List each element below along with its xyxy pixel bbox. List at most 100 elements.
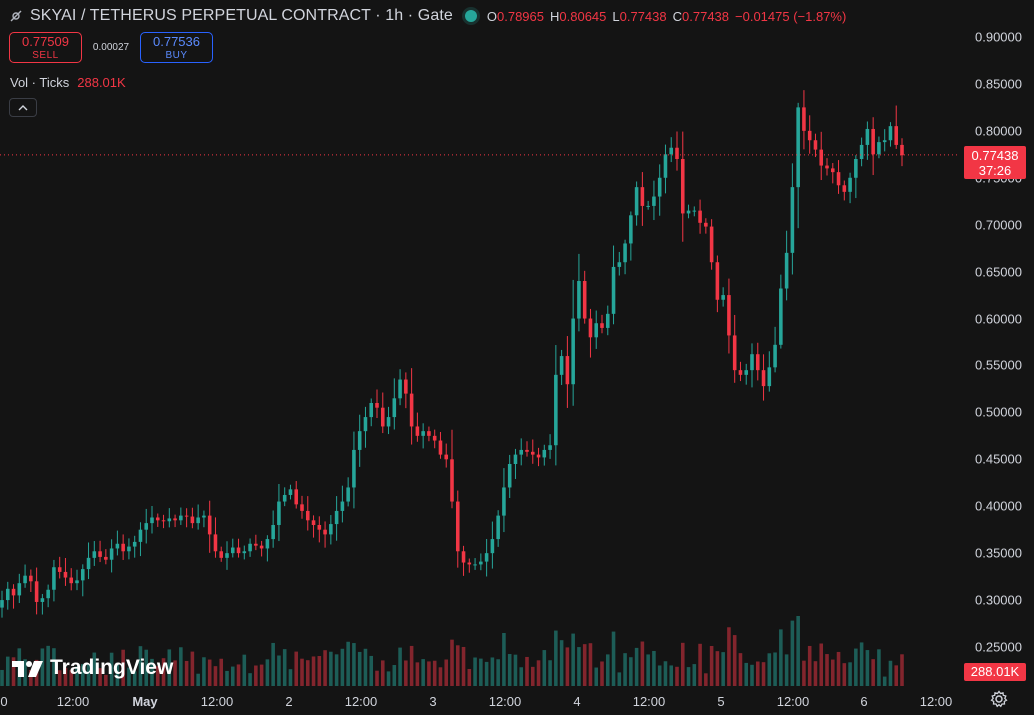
volume-bar (213, 666, 218, 686)
volume-bar (611, 631, 616, 686)
volume-bar (704, 673, 708, 686)
candle-body (242, 551, 247, 554)
time-axis-label: 0 (0, 694, 8, 709)
close-value: 0.77438 (682, 8, 730, 24)
price-scale-label: 0.90000 (975, 29, 1022, 45)
candle-body (334, 510, 339, 525)
candle-body (398, 379, 402, 399)
candle-body (796, 107, 800, 188)
candle-body (755, 354, 760, 371)
volume-bar (380, 660, 385, 686)
volume-bar (363, 648, 368, 686)
candle-body (571, 318, 575, 385)
volume-bar (565, 647, 570, 686)
volume-bar (490, 657, 495, 686)
chart-header: SKYAI / TETHERUS PERPETUAL CONTRACT · 1h… (10, 6, 846, 26)
volume-bar (173, 660, 177, 686)
candle-body (80, 569, 85, 581)
last-price-badge: 0.77438 37:26 (964, 146, 1026, 179)
candle-body (311, 520, 316, 525)
candle-body (40, 598, 45, 602)
price-scale-label: 0.30000 (975, 592, 1022, 608)
candle-body (652, 196, 656, 206)
candle-body (300, 504, 304, 511)
volume-bar (334, 654, 339, 686)
candle-body (144, 523, 149, 530)
candle-body (150, 517, 154, 524)
volume-bar (738, 653, 743, 686)
candle-body (750, 354, 754, 371)
symbol-title[interactable]: SKYAI / TETHERUS PERPETUAL CONTRACT · 1h… (30, 7, 453, 24)
candle-body (877, 142, 881, 155)
volume-bar (225, 670, 229, 686)
candle-body (623, 243, 627, 263)
volume-bar (317, 656, 322, 686)
volume-bar (767, 653, 772, 686)
volume-bar (432, 660, 437, 686)
volume-bar (196, 673, 200, 686)
time-axis-label: May (132, 694, 158, 709)
candle-body (554, 374, 558, 446)
collapse-legend-button[interactable] (9, 98, 37, 117)
volume-bar (184, 660, 189, 686)
volume-bar (392, 665, 397, 686)
gear-icon[interactable] (990, 690, 1008, 708)
volume-bar (92, 652, 97, 686)
volume-bar (680, 642, 685, 686)
buy-button[interactable]: 0.77536 BUY (140, 32, 213, 63)
candle-body (294, 489, 299, 505)
price-scale-label: 0.50000 (975, 404, 1022, 420)
volume-bar (830, 659, 835, 686)
volume-bar (259, 664, 264, 686)
candle-body (317, 525, 322, 530)
candle-body (207, 515, 212, 535)
volume-bar (340, 648, 345, 686)
volume-bar (692, 664, 697, 686)
candle-body (225, 553, 229, 558)
buy-price: 0.77536 (153, 34, 200, 49)
volume-bar (288, 669, 293, 686)
candle-body (86, 557, 91, 570)
volume-bar (409, 645, 414, 686)
price-scale-label: 0.25000 (975, 639, 1022, 655)
volume-bar (450, 639, 454, 686)
candle-body (669, 147, 674, 155)
tradingview-logo[interactable]: TradingView (12, 656, 173, 680)
sell-button[interactable]: 0.77509 SELL (9, 32, 82, 63)
volume-bar (444, 659, 449, 686)
candle-body (773, 344, 777, 368)
volume-bar (600, 661, 604, 686)
candle-body (871, 128, 875, 155)
candle-body (179, 515, 183, 521)
volume-bar (300, 658, 304, 686)
candle-body (115, 543, 120, 549)
volume-bar (86, 664, 91, 686)
last-price-value: 0.77438 (971, 148, 1019, 163)
time-axis-label: 3 (429, 694, 437, 709)
time-axis-label: 12:00 (56, 694, 90, 709)
low-value: 0.77438 (619, 8, 667, 24)
candle-body (727, 295, 731, 336)
candle-body (900, 144, 904, 156)
volume-bar (715, 651, 720, 686)
volume-bar (5, 656, 10, 686)
volume-bar (663, 661, 668, 686)
candle-body (461, 551, 466, 563)
candle-body (455, 501, 460, 552)
candle-body (848, 177, 852, 192)
volume-bar (161, 658, 166, 686)
open-value: 0.78965 (497, 8, 544, 24)
price-scale-label: 0.35000 (975, 545, 1022, 561)
price-scale-label: 0.60000 (975, 311, 1022, 327)
sell-label: SELL (32, 50, 59, 61)
volume-bar (375, 670, 379, 686)
candle-body (721, 295, 725, 300)
candle-body (657, 177, 662, 197)
volume-legend[interactable]: Vol · Ticks 288.01K (10, 75, 126, 90)
candle-body (29, 575, 33, 582)
eye-slash-icon[interactable] (10, 10, 22, 22)
candle-body (577, 281, 581, 319)
candle-body (409, 393, 414, 427)
candle-body (57, 567, 62, 572)
